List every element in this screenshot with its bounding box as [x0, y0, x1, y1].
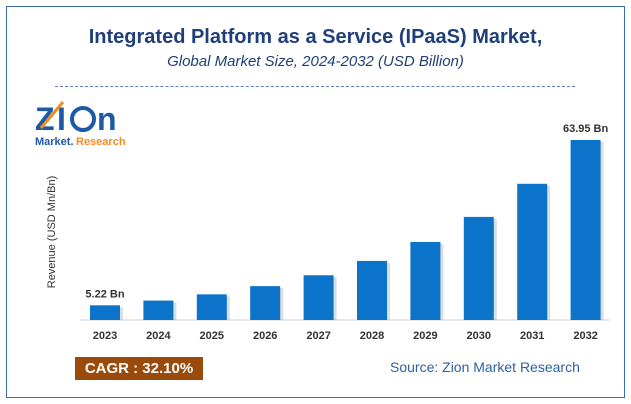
- x-tick-label: 2028: [360, 330, 384, 342]
- svg-text:Market.: Market.: [35, 136, 74, 148]
- svg-text:Research: Research: [76, 136, 126, 148]
- x-tick-label: 2030: [467, 330, 491, 342]
- data-label: 5.22 Bn: [85, 288, 124, 300]
- x-tick-label: 2031: [520, 330, 544, 342]
- bar-2032: [570, 140, 601, 320]
- bar-2025: [196, 294, 227, 320]
- x-tick-label: 2023: [93, 330, 117, 342]
- divider: [55, 86, 575, 87]
- x-tick-label: 2029: [413, 330, 437, 342]
- arrow-icon: [39, 101, 65, 129]
- svg-text:n: n: [97, 101, 117, 137]
- x-tick-label: 2024: [146, 330, 171, 342]
- chart-subtitle: Global Market Size, 2024-2032 (USD Billi…: [167, 53, 464, 70]
- x-tick-label: 2032: [573, 330, 597, 342]
- cagr-badge: CAGR : 32.10%: [75, 357, 203, 380]
- zion-logo: Z I n Market. Research: [35, 101, 126, 148]
- logo-main-text: Z: [35, 101, 55, 137]
- data-label: 63.95 Bn: [563, 123, 609, 135]
- logo-main-text-2: I: [57, 101, 66, 137]
- chart-title: Integrated Platform as a Service (IPaaS)…: [88, 26, 543, 48]
- bar-2029: [410, 241, 441, 320]
- bar-2023: [90, 305, 120, 320]
- x-tick-label: 2025: [200, 330, 224, 342]
- bar-2028: [357, 260, 387, 320]
- frame-border: [6, 6, 625, 398]
- bar-2026: [250, 286, 281, 320]
- bar-2027: [303, 275, 334, 320]
- source-text: Source: Zion Market Research: [390, 359, 580, 375]
- bar-2030: [463, 216, 494, 320]
- bar-2031: [517, 183, 548, 320]
- globe-icon: [70, 106, 96, 132]
- bar-2024: [143, 300, 174, 320]
- x-tick-label: 2026: [253, 330, 277, 342]
- x-tick-label: 2027: [306, 330, 330, 342]
